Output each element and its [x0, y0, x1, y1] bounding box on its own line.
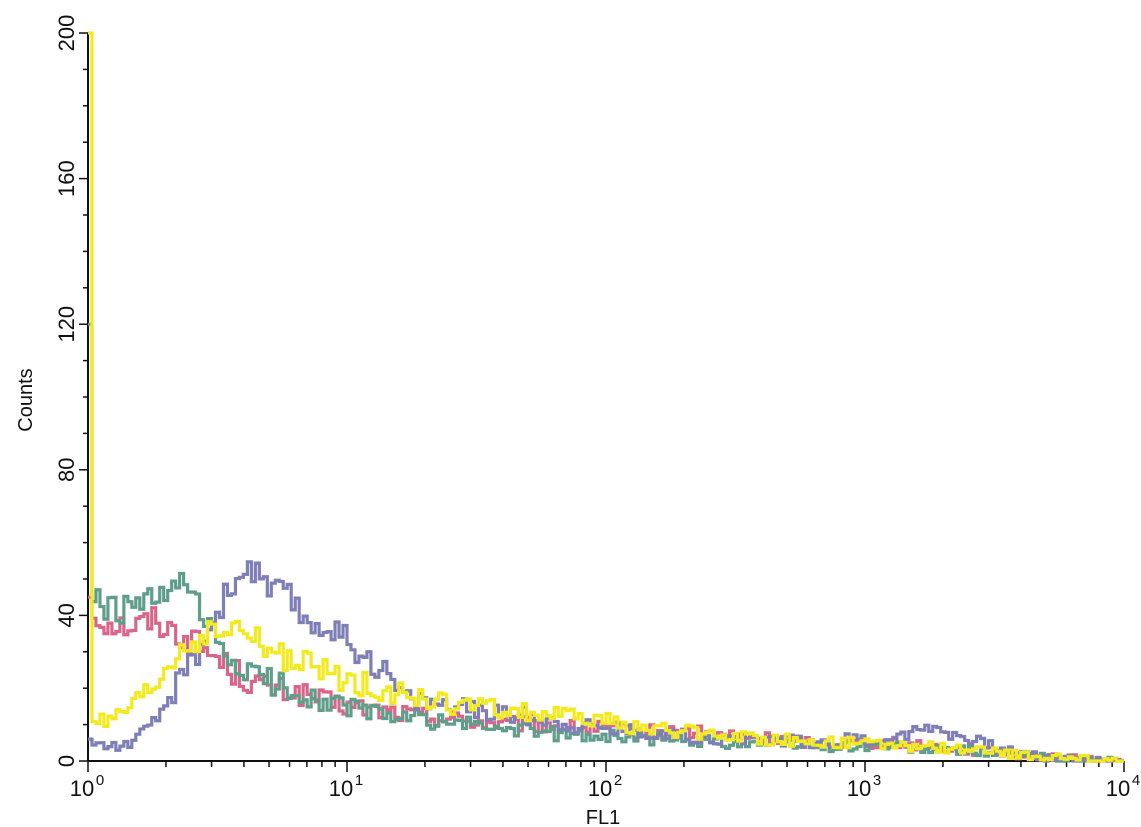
x-tick-base: 10	[847, 776, 871, 801]
y-tick-label: 40	[54, 603, 79, 627]
x-tick-exponent: 1	[355, 772, 363, 789]
x-tick-label: 10 4	[1106, 772, 1140, 801]
x-tick-base: 10	[70, 776, 94, 801]
x-tick-label: 10 2	[588, 772, 622, 801]
x-tick-exponent: 3	[873, 772, 881, 789]
histogram-series-line-3	[88, 560, 1124, 763]
y-tick-label: 200	[54, 15, 79, 52]
y-tick-label: 0	[54, 755, 79, 767]
x-axis-label: FL1	[586, 807, 620, 827]
x-tick-exponent: 4	[1132, 772, 1140, 789]
x-tick-label: 10 3	[847, 772, 881, 801]
x-axis: 10 0 10 1 10 2 10 3 10 4	[70, 760, 1140, 801]
y-tick-label: 80	[54, 458, 79, 482]
y-axis: 0 40 80 120 160 200	[54, 15, 89, 767]
x-tick-base: 10	[1106, 776, 1130, 801]
histogram-series-line-2	[88, 322, 1124, 763]
y-axis-label: Counts	[15, 368, 37, 431]
x-tick-base: 10	[588, 776, 612, 801]
x-tick-label: 10 1	[329, 772, 363, 801]
x-tick-exponent: 2	[614, 772, 622, 789]
x-tick-exponent: 0	[96, 772, 104, 789]
histogram-series-line-4	[88, 31, 1124, 763]
x-tick-base: 10	[329, 776, 353, 801]
x-tick-label: 10 0	[70, 772, 104, 801]
series-group	[88, 31, 1124, 763]
y-tick-label: 120	[54, 306, 79, 343]
y-tick-label: 160	[54, 160, 79, 197]
